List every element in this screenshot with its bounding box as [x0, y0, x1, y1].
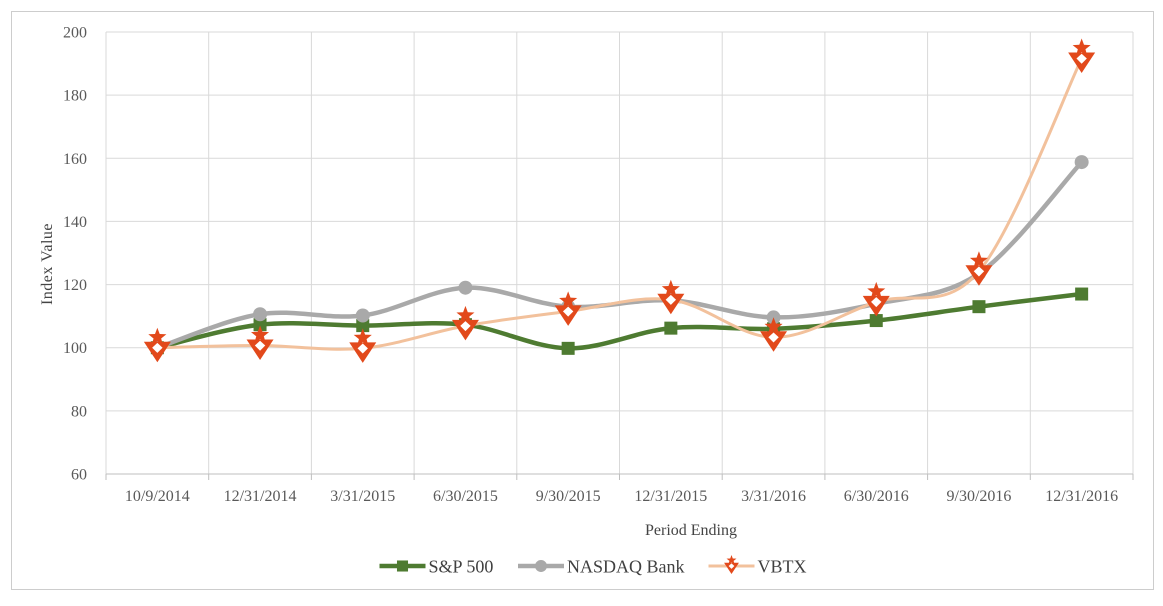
y-tick-label: 80	[71, 403, 87, 420]
marker	[349, 328, 377, 363]
marker	[458, 280, 473, 295]
marker	[355, 308, 370, 323]
marker	[396, 560, 409, 572]
marker	[561, 341, 575, 355]
x-tick-label: 12/31/2014	[224, 488, 297, 505]
marker	[760, 317, 788, 352]
y-axis-tick-labels: 60 80 100 120 140 160 180 200	[63, 25, 87, 484]
legend: S&P 500 NASDAQ Bank VBTX	[379, 555, 807, 577]
marker	[664, 321, 678, 335]
y-tick-label: 140	[63, 214, 87, 231]
legend-label-vbtx: VBTX	[758, 557, 807, 577]
y-tick-label: 180	[63, 88, 87, 105]
marker	[1074, 155, 1089, 170]
marker	[554, 291, 582, 326]
series-line-nasdaq-bank	[155, 159, 1084, 350]
x-axis-tick-labels: 10/9/2014 12/31/2014 3/31/2015 6/30/2015 9/3…	[125, 488, 1118, 505]
marker	[1068, 38, 1096, 74]
marker	[535, 560, 547, 572]
x-tick-label: 12/31/2015	[634, 488, 707, 505]
marker	[869, 314, 883, 328]
marker	[253, 318, 267, 332]
x-tick-label: 3/31/2016	[741, 488, 806, 505]
legend-item-vbtx: VBTX	[708, 555, 807, 577]
gridlines	[105, 31, 1134, 480]
markers-vbtx	[143, 38, 1096, 363]
marker	[657, 279, 685, 315]
legend-item-nasdaq-bank: NASDAQ Bank	[518, 557, 685, 577]
marker	[451, 305, 479, 341]
marker	[356, 319, 370, 333]
x-tick-label: 3/31/2015	[330, 488, 395, 505]
x-axis-title: Period Ending	[645, 522, 737, 539]
y-tick-label: 60	[71, 467, 87, 484]
legend-label-nasdaq-bank: NASDAQ Bank	[567, 557, 685, 577]
series-lines	[155, 57, 1084, 351]
marker	[143, 327, 171, 363]
marker	[253, 307, 268, 322]
marker	[246, 325, 274, 361]
x-tick-label: 12/31/2016	[1045, 488, 1118, 505]
marker	[972, 300, 986, 314]
series-line-sp-500	[155, 291, 1084, 351]
series-markers	[143, 38, 1096, 363]
marker	[862, 281, 890, 317]
x-tick-label: 6/30/2016	[844, 488, 909, 505]
y-tick-label: 200	[63, 25, 87, 42]
chart-frame: 60 80 100 120 140 160 180 200 10/9/2014 12/31/201…	[11, 11, 1154, 590]
y-tick-label: 100	[63, 340, 87, 357]
y-tick-label: 120	[63, 277, 87, 294]
series-line-vbtx	[155, 57, 1084, 351]
x-tick-label: 9/30/2016	[947, 488, 1012, 505]
legend-item-sp-500: S&P 500	[379, 557, 494, 577]
marker	[724, 555, 739, 574]
x-tick-label: 6/30/2015	[433, 488, 498, 505]
legend-label-sp-500: S&P 500	[429, 557, 494, 577]
x-tick-label: 10/9/2014	[125, 488, 190, 505]
marker	[1075, 287, 1089, 301]
x-tick-label: 9/30/2015	[536, 488, 601, 505]
y-axis-title: Index Value	[39, 222, 56, 306]
marker	[965, 251, 993, 286]
y-tick-label: 160	[63, 151, 87, 168]
